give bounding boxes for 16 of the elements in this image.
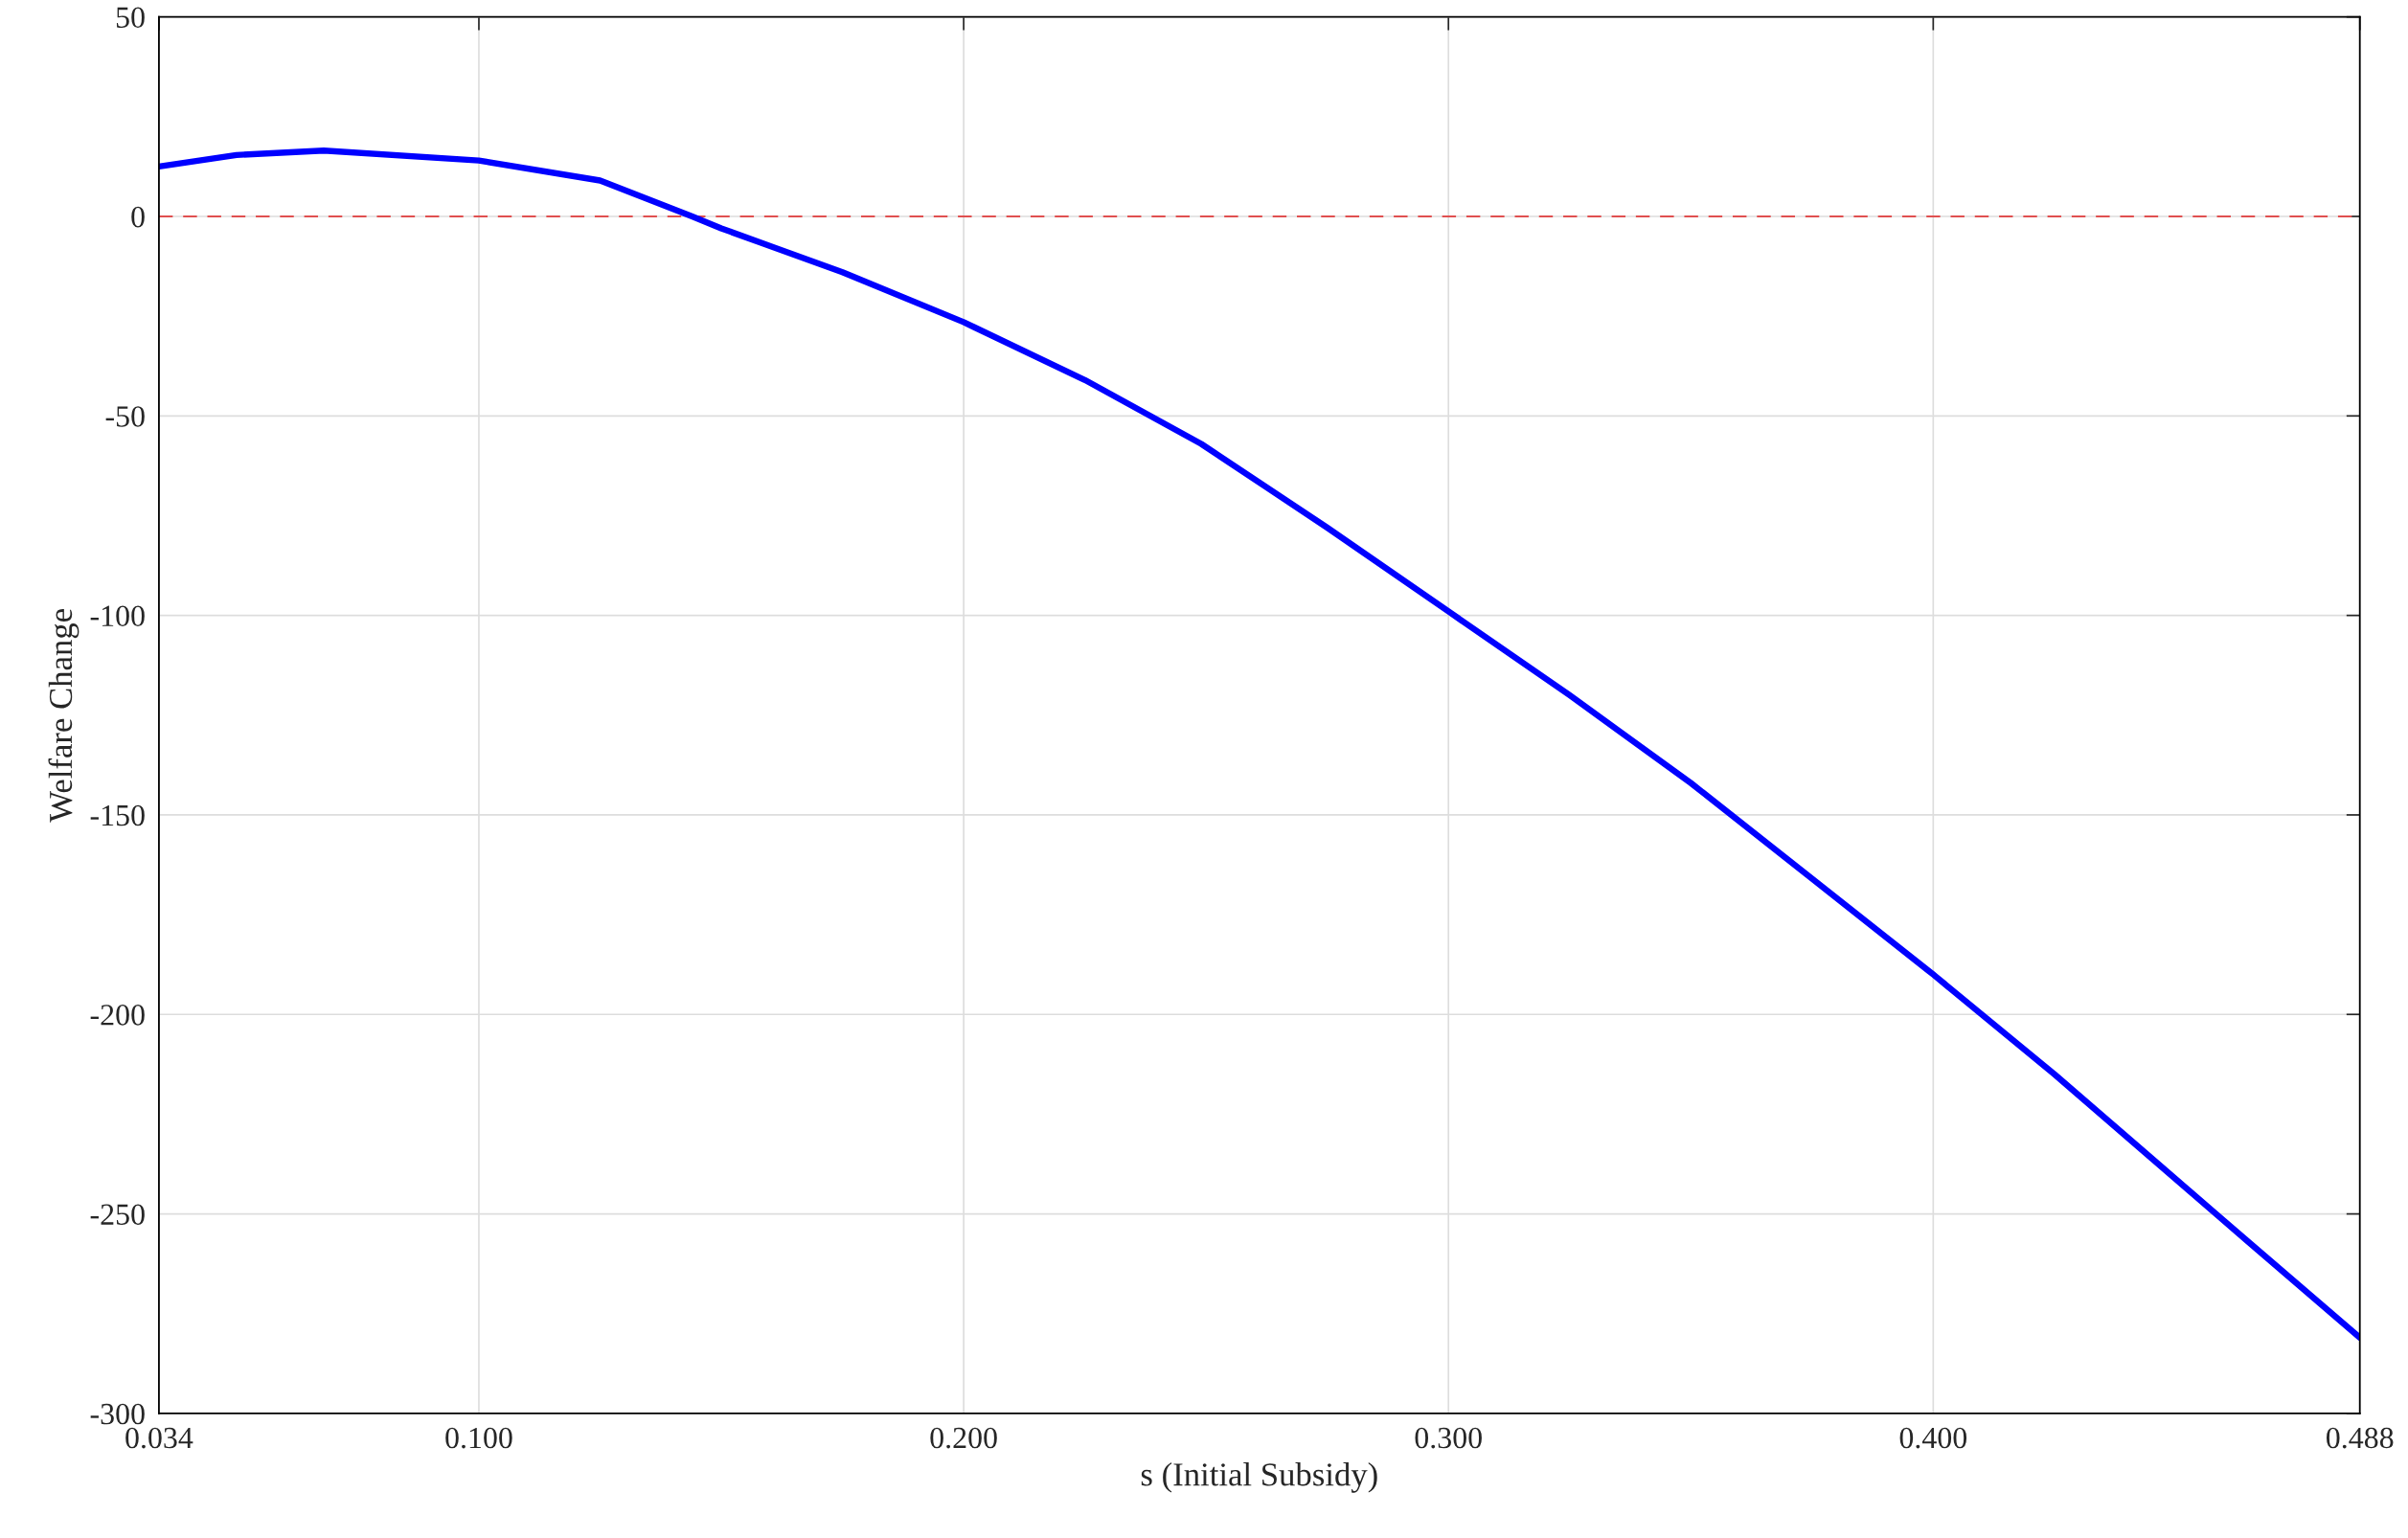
y-tick-label: -200	[90, 1005, 145, 1026]
y-tick-label: -50	[105, 406, 145, 427]
y-tick-label: -250	[90, 1204, 145, 1225]
x-tick-label: 0.034	[125, 1427, 193, 1449]
x-tick-label: 0.400	[1899, 1427, 1967, 1449]
y-tick-label: -150	[90, 804, 145, 826]
y-tick-label: -100	[90, 605, 145, 627]
x-tick-label: 0.100	[445, 1427, 512, 1449]
y-axis-title: Welfare Change	[48, 609, 80, 823]
y-tick-label: -300	[90, 1403, 145, 1425]
x-tick-label: 0.300	[1415, 1427, 1482, 1449]
y-tick-label: 50	[116, 7, 145, 29]
x-tick-label: 0.488	[2327, 1427, 2394, 1449]
x-axis-title: s (Initial Subsidy)	[1141, 1462, 1377, 1493]
y-tick-label: 0	[131, 206, 145, 228]
x-tick-label: 0.200	[930, 1427, 997, 1449]
